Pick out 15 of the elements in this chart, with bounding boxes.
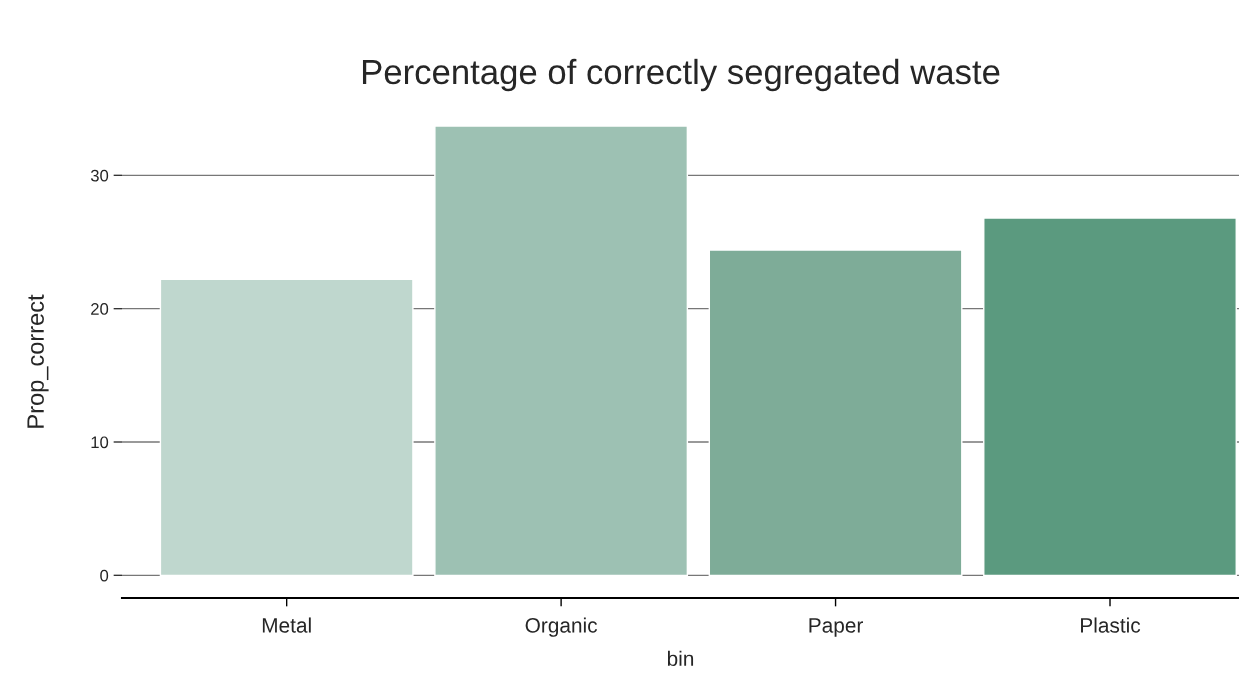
x-tick-label: Organic <box>525 617 598 637</box>
bar <box>708 249 963 577</box>
y-tick-label: 10 <box>91 436 109 449</box>
x-tick-label: Plastic <box>1081 617 1141 633</box>
y-axis-title: Prop_correct <box>27 294 49 428</box>
bar <box>983 217 1237 577</box>
y-tick-label: 30 <box>90 169 109 182</box>
x-axis-title: bin <box>667 650 694 667</box>
bar <box>159 278 414 577</box>
chart-title: Percentage of correctly segregated waste <box>362 58 1000 92</box>
bar <box>434 126 689 577</box>
y-tick-label: 20 <box>91 303 109 315</box>
x-tick-label: Metal <box>262 617 311 633</box>
x-tick-label: Paper <box>809 618 864 637</box>
y-tick-label: 0 <box>100 569 109 582</box>
